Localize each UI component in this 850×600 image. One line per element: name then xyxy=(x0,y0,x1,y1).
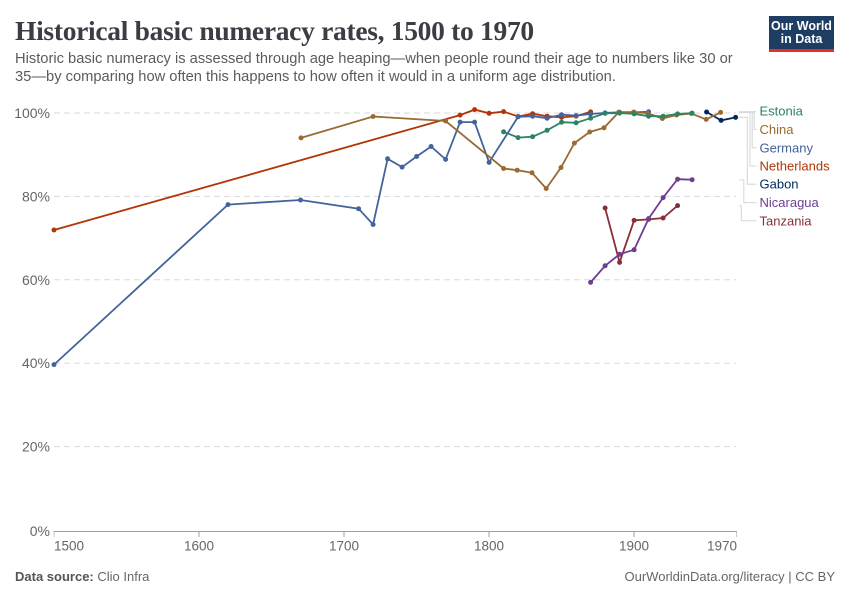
svg-text:Gabon: Gabon xyxy=(760,177,799,192)
svg-text:80%: 80% xyxy=(22,188,50,204)
svg-text:1800: 1800 xyxy=(474,539,504,554)
svg-text:1500: 1500 xyxy=(54,539,84,554)
svg-text:40%: 40% xyxy=(22,355,50,371)
svg-text:1970: 1970 xyxy=(707,539,737,554)
svg-text:Netherlands: Netherlands xyxy=(760,159,831,174)
svg-text:1700: 1700 xyxy=(329,539,359,554)
svg-text:0%: 0% xyxy=(30,523,50,539)
svg-text:Germany: Germany xyxy=(760,140,814,155)
svg-text:100%: 100% xyxy=(14,105,50,121)
svg-text:60%: 60% xyxy=(22,272,50,288)
svg-text:China: China xyxy=(760,122,795,137)
svg-text:1600: 1600 xyxy=(184,539,214,554)
svg-text:Nicaragua: Nicaragua xyxy=(760,195,820,210)
svg-text:Estonia: Estonia xyxy=(760,104,804,119)
svg-text:1900: 1900 xyxy=(619,539,649,554)
svg-text:Tanzania: Tanzania xyxy=(760,213,813,228)
svg-text:20%: 20% xyxy=(22,439,50,455)
